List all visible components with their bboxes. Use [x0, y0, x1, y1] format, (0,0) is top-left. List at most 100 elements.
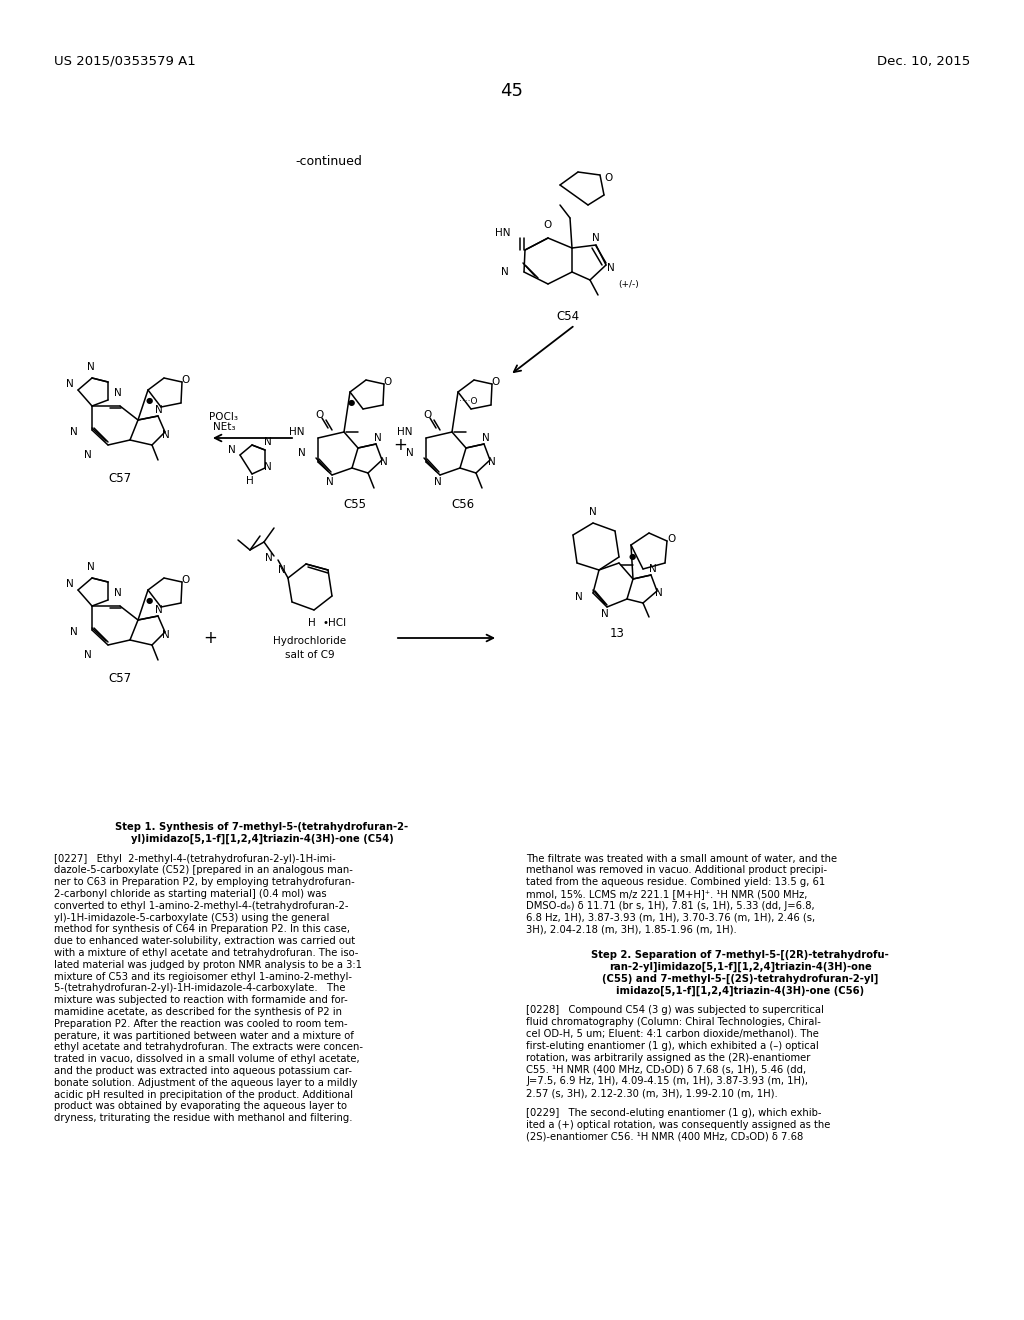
Text: N: N	[649, 564, 656, 574]
Text: N: N	[279, 565, 286, 576]
Text: N: N	[589, 507, 597, 517]
Text: N: N	[155, 405, 163, 414]
Text: N: N	[114, 388, 122, 399]
Text: O: O	[543, 220, 551, 230]
Text: H: H	[246, 477, 254, 486]
Text: converted to ethyl 1-amino-2-methyl-4-(tetrahydrofuran-2-: converted to ethyl 1-amino-2-methyl-4-(t…	[54, 900, 348, 911]
Text: N: N	[162, 630, 170, 640]
Text: HN: HN	[397, 426, 413, 437]
Text: dazole-5-carboxylate (C52) [prepared in an analogous man-: dazole-5-carboxylate (C52) [prepared in …	[54, 866, 353, 875]
Text: acidic pH resulted in precipitation of the product. Additional: acidic pH resulted in precipitation of t…	[54, 1089, 353, 1100]
Text: (+/-): (+/-)	[618, 281, 639, 289]
Text: C57: C57	[109, 672, 131, 685]
Text: ●: ●	[629, 553, 636, 561]
Text: N: N	[114, 587, 122, 598]
Text: bonate solution. Adjustment of the aqueous layer to a mildly: bonate solution. Adjustment of the aqueo…	[54, 1078, 357, 1088]
Text: first-eluting enantiomer (1 g), which exhibited a (–) optical: first-eluting enantiomer (1 g), which ex…	[526, 1040, 819, 1051]
Text: C54: C54	[556, 310, 580, 323]
Text: mixture was subjected to reaction with formamide and for-: mixture was subjected to reaction with f…	[54, 995, 348, 1006]
Text: O: O	[181, 375, 189, 385]
Text: (C55) and 7-methyl-5-[(2S)-tetrahydrofuran-2-yl]: (C55) and 7-methyl-5-[(2S)-tetrahydrofur…	[602, 974, 879, 985]
Text: Dec. 10, 2015: Dec. 10, 2015	[877, 55, 970, 69]
Text: dryness, triturating the residue with methanol and filtering.: dryness, triturating the residue with me…	[54, 1113, 352, 1123]
Text: yl)imidazo[5,1-f][1,2,4]triazin-4(3H)-one (C54): yl)imidazo[5,1-f][1,2,4]triazin-4(3H)-on…	[131, 834, 393, 843]
Text: N: N	[87, 562, 95, 572]
Text: Step 1. Synthesis of 7-methyl-5-(tetrahydrofuran-2-: Step 1. Synthesis of 7-methyl-5-(tetrahy…	[116, 822, 409, 832]
Text: ran-2-yl]imidazo[5,1-f][1,2,4]triazin-4(3H)-one: ran-2-yl]imidazo[5,1-f][1,2,4]triazin-4(…	[608, 962, 871, 973]
Text: C56: C56	[452, 498, 474, 511]
Text: C55: C55	[343, 498, 367, 511]
Text: N: N	[607, 263, 614, 273]
Text: mixture of C53 and its regioisomer ethyl 1-amino-2-methyl-: mixture of C53 and its regioisomer ethyl…	[54, 972, 352, 982]
Text: N: N	[264, 437, 271, 447]
Text: N: N	[380, 457, 388, 467]
Text: Step 2. Separation of 7-methyl-5-[(2R)-tetrahydrofu-: Step 2. Separation of 7-methyl-5-[(2R)-t…	[591, 950, 889, 961]
Text: N: N	[575, 591, 583, 602]
Text: N: N	[374, 433, 382, 444]
Text: ●: ●	[145, 595, 153, 605]
Text: N: N	[155, 605, 163, 615]
Text: rotation, was arbitrarily assigned as the (2R)-enantiomer: rotation, was arbitrarily assigned as th…	[526, 1052, 810, 1063]
Text: N: N	[298, 447, 306, 458]
Text: fluid chromatography (Column: Chiral Technologies, Chiral-: fluid chromatography (Column: Chiral Tec…	[526, 1018, 821, 1027]
Text: methanol was removed in vacuo. Additional product precipi-: methanol was removed in vacuo. Additiona…	[526, 866, 827, 875]
Text: ●: ●	[347, 397, 354, 407]
Text: 2-carbonyl chloride as starting material] (0.4 mol) was: 2-carbonyl chloride as starting material…	[54, 888, 327, 899]
Text: 3H), 2.04-2.18 (m, 3H), 1.85-1.96 (m, 1H).: 3H), 2.04-2.18 (m, 3H), 1.85-1.96 (m, 1H…	[526, 924, 736, 935]
Text: O: O	[424, 411, 432, 420]
Text: •HCl: •HCl	[322, 618, 346, 628]
Text: N: N	[87, 362, 95, 372]
Text: N: N	[655, 587, 663, 598]
Text: N: N	[84, 649, 92, 660]
Text: lated material was judged by proton NMR analysis to be a 3:1: lated material was judged by proton NMR …	[54, 960, 362, 970]
Text: 45: 45	[501, 82, 523, 100]
Text: C57: C57	[109, 473, 131, 484]
Text: +: +	[203, 630, 217, 647]
Text: The filtrate was treated with a small amount of water, and the: The filtrate was treated with a small am…	[526, 854, 838, 863]
Text: N: N	[265, 553, 273, 564]
Text: 6.8 Hz, 1H), 3.87-3.93 (m, 1H), 3.70-3.76 (m, 1H), 2.46 (s,: 6.8 Hz, 1H), 3.87-3.93 (m, 1H), 3.70-3.7…	[526, 912, 815, 923]
Text: N: N	[592, 234, 600, 243]
Text: ····O: ····O	[459, 397, 477, 407]
Text: N: N	[434, 477, 442, 487]
Text: [0227]   Ethyl  2-methyl-4-(tetrahydrofuran-2-yl)-1H-imi-: [0227] Ethyl 2-methyl-4-(tetrahydrofuran…	[54, 854, 336, 863]
Text: O: O	[383, 378, 391, 387]
Text: mamidine acetate, as described for the synthesis of P2 in: mamidine acetate, as described for the s…	[54, 1007, 342, 1016]
Text: N: N	[228, 445, 236, 455]
Text: perature, it was partitioned between water and a mixture of: perature, it was partitioned between wat…	[54, 1031, 354, 1040]
Text: [0229]   The second-eluting enantiomer (1 g), which exhib-: [0229] The second-eluting enantiomer (1 …	[526, 1107, 821, 1118]
Text: N: N	[71, 426, 78, 437]
Text: N: N	[601, 609, 609, 619]
Text: N: N	[162, 430, 170, 440]
Text: 13: 13	[609, 627, 625, 640]
Text: C55. ¹H NMR (400 MHz, CD₃OD) δ 7.68 (s, 1H), 5.46 (dd,: C55. ¹H NMR (400 MHz, CD₃OD) δ 7.68 (s, …	[526, 1064, 806, 1074]
Text: N: N	[488, 457, 496, 467]
Text: O: O	[667, 535, 675, 544]
Text: [0228]   Compound C54 (3 g) was subjected to supercritical: [0228] Compound C54 (3 g) was subjected …	[526, 1006, 824, 1015]
Text: N: N	[67, 379, 74, 389]
Text: ethyl acetate and tetrahydrofuran. The extracts were concen-: ethyl acetate and tetrahydrofuran. The e…	[54, 1043, 362, 1052]
Text: POCl₃: POCl₃	[210, 412, 239, 422]
Text: and the product was extracted into aqueous potassium car-: and the product was extracted into aqueo…	[54, 1067, 352, 1076]
Text: O: O	[604, 173, 612, 183]
Text: N: N	[482, 433, 489, 444]
Text: tated from the aqueous residue. Combined yield: 13.5 g, 61: tated from the aqueous residue. Combined…	[526, 878, 825, 887]
Text: HN: HN	[495, 228, 510, 238]
Text: with a mixture of ethyl acetate and tetrahydrofuran. The iso-: with a mixture of ethyl acetate and tetr…	[54, 948, 358, 958]
Text: (2S)-enantiomer C56. ¹H NMR (400 MHz, CD₃OD) δ 7.68: (2S)-enantiomer C56. ¹H NMR (400 MHz, CD…	[526, 1131, 803, 1142]
Text: -continued: -continued	[295, 154, 361, 168]
Text: N: N	[502, 267, 509, 277]
Text: N: N	[264, 462, 271, 473]
Text: Hydrochloride: Hydrochloride	[273, 636, 346, 645]
Text: 2.57 (s, 3H), 2.12-2.30 (m, 3H), 1.99-2.10 (m, 1H).: 2.57 (s, 3H), 2.12-2.30 (m, 3H), 1.99-2.…	[526, 1088, 778, 1098]
Text: O: O	[181, 576, 189, 585]
Text: HN: HN	[290, 426, 305, 437]
Text: DMSO-d₆) δ 11.71 (br s, 1H), 7.81 (s, 1H), 5.33 (dd, J=6.8,: DMSO-d₆) δ 11.71 (br s, 1H), 7.81 (s, 1H…	[526, 900, 815, 911]
Text: trated in vacuo, dissolved in a small volume of ethyl acetate,: trated in vacuo, dissolved in a small vo…	[54, 1055, 359, 1064]
Text: N: N	[84, 450, 92, 459]
Text: mmol, 15%. LCMS m/z 221.1 [M+H]⁺. ¹H NMR (500 MHz,: mmol, 15%. LCMS m/z 221.1 [M+H]⁺. ¹H NMR…	[526, 888, 807, 899]
Text: O: O	[315, 411, 325, 420]
Text: H: H	[308, 618, 315, 628]
Text: method for synthesis of C64 in Preparation P2. In this case,: method for synthesis of C64 in Preparati…	[54, 924, 350, 935]
Text: yl)-1H-imidazole-5-carboxylate (C53) using the general: yl)-1H-imidazole-5-carboxylate (C53) usi…	[54, 912, 330, 923]
